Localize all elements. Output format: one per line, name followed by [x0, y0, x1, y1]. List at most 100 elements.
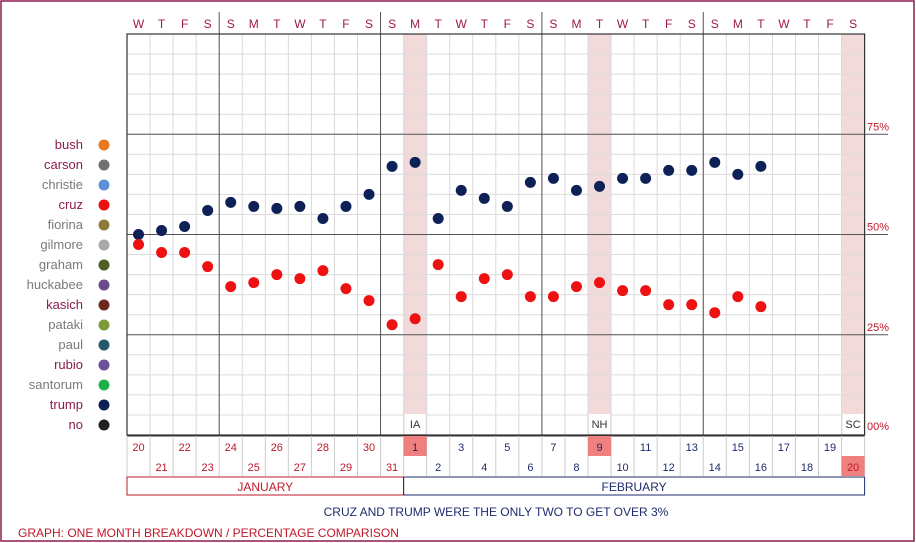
weekday-label: F [504, 17, 511, 31]
date-label: 17 [778, 442, 790, 454]
cruz-point [755, 301, 767, 313]
trump-point [133, 229, 145, 240]
event-label: SC [845, 419, 860, 431]
trump-point [547, 172, 559, 184]
trump-point [755, 160, 767, 172]
legend-marker [98, 239, 110, 251]
date-label: 28 [317, 442, 329, 454]
legend-marker [98, 299, 110, 311]
chart-caption: CRUZ AND TRUMP WERE THE ONLY TWO TO GET … [324, 505, 669, 519]
legend-label: christie [42, 177, 83, 192]
weekday-label: S [849, 17, 857, 31]
trump-point [317, 212, 329, 224]
cruz-point [317, 265, 329, 277]
weekday-label: F [665, 17, 672, 31]
date-label: 12 [663, 462, 675, 474]
legend-label: bush [55, 137, 83, 152]
weekday-label: S [688, 17, 696, 31]
weekday-label: T [435, 17, 443, 31]
trump-point [156, 224, 168, 236]
date-label: 16 [755, 462, 767, 474]
cruz-point [501, 269, 513, 281]
weekday-label: S [388, 17, 396, 31]
legend-item-rubio: rubio [54, 357, 110, 372]
weekday-label: T [158, 17, 166, 31]
cruz-point [547, 291, 559, 303]
legend-label: huckabee [27, 277, 83, 292]
legend-label: carson [44, 157, 83, 172]
weekday-label: M [249, 17, 259, 31]
trump-point [363, 188, 375, 200]
date-label: 19 [824, 442, 836, 454]
weekday-label: S [526, 17, 534, 31]
date-label: 10 [616, 462, 628, 474]
legend-item-no: no [69, 417, 110, 432]
trump-point [202, 204, 214, 216]
weekday-label: T [481, 17, 489, 31]
date-label: 7 [550, 442, 556, 454]
grid [126, 12, 888, 436]
cruz-point [570, 281, 582, 293]
legend-marker [98, 279, 110, 291]
trump-point [617, 172, 629, 184]
cruz-point [524, 291, 536, 303]
weekday-label: W [133, 17, 145, 31]
cruz-point [686, 299, 698, 311]
trump-point [663, 164, 675, 176]
cruz-point [709, 307, 721, 319]
date-label: 18 [801, 462, 813, 474]
date-label: 3 [458, 442, 464, 454]
legend-marker [98, 219, 110, 231]
weekday-label: M [571, 17, 581, 31]
weekday-label: T [273, 17, 281, 31]
legend-marker [98, 199, 110, 211]
date-label: 20 [132, 442, 144, 454]
event-label: NH [592, 419, 608, 431]
legend-item-santorum: santorum [29, 377, 110, 392]
data-points [133, 156, 767, 331]
weekday-label: S [711, 17, 719, 31]
cruz-point [202, 261, 214, 273]
legend-item-paul: paul [58, 337, 110, 352]
date-label: 29 [340, 462, 352, 474]
trump-point [594, 180, 606, 192]
date-label: 13 [686, 442, 698, 454]
weekday-label: T [596, 17, 604, 31]
legend-marker [98, 139, 110, 151]
trump-point [179, 220, 191, 232]
legend: bush carson christie cruz fiorina gilmore grah… [27, 137, 110, 432]
cruz-point [294, 273, 306, 285]
legend-label: santorum [29, 377, 83, 392]
legend-item-trump: trump [50, 397, 110, 412]
cruz-point [363, 295, 375, 307]
legend-label: no [69, 417, 83, 432]
cruz-point [386, 319, 398, 331]
cruz-point [732, 291, 744, 303]
month-label: JANUARY [237, 480, 293, 494]
date-label: 21 [155, 462, 167, 474]
weekday-label: W [617, 17, 629, 31]
weekday-label: W [456, 17, 468, 31]
trump-point [501, 200, 513, 212]
cruz-point [594, 277, 606, 289]
event-date-highlight [841, 456, 865, 476]
cruz-point [663, 299, 675, 311]
date-label: 5 [504, 442, 510, 454]
legend-marker [98, 359, 110, 371]
date-label: 27 [294, 462, 306, 474]
cruz-point [179, 247, 191, 259]
legend-marker [98, 179, 110, 191]
legend-marker [98, 259, 110, 271]
date-label: 9 [596, 442, 602, 454]
y-tick-label: 75% [867, 121, 889, 133]
date-label: 24 [225, 442, 237, 454]
weekday-label: M [733, 17, 743, 31]
cruz-point [271, 269, 283, 281]
weekday-label: M [410, 17, 420, 31]
trump-point [709, 156, 721, 168]
date-label: 4 [481, 462, 487, 474]
date-labels: 2021222324252627282930311234567891011121… [126, 435, 866, 476]
legend-item-huckabee: huckabee [27, 277, 110, 292]
legend-item-carson: carson [44, 157, 110, 172]
